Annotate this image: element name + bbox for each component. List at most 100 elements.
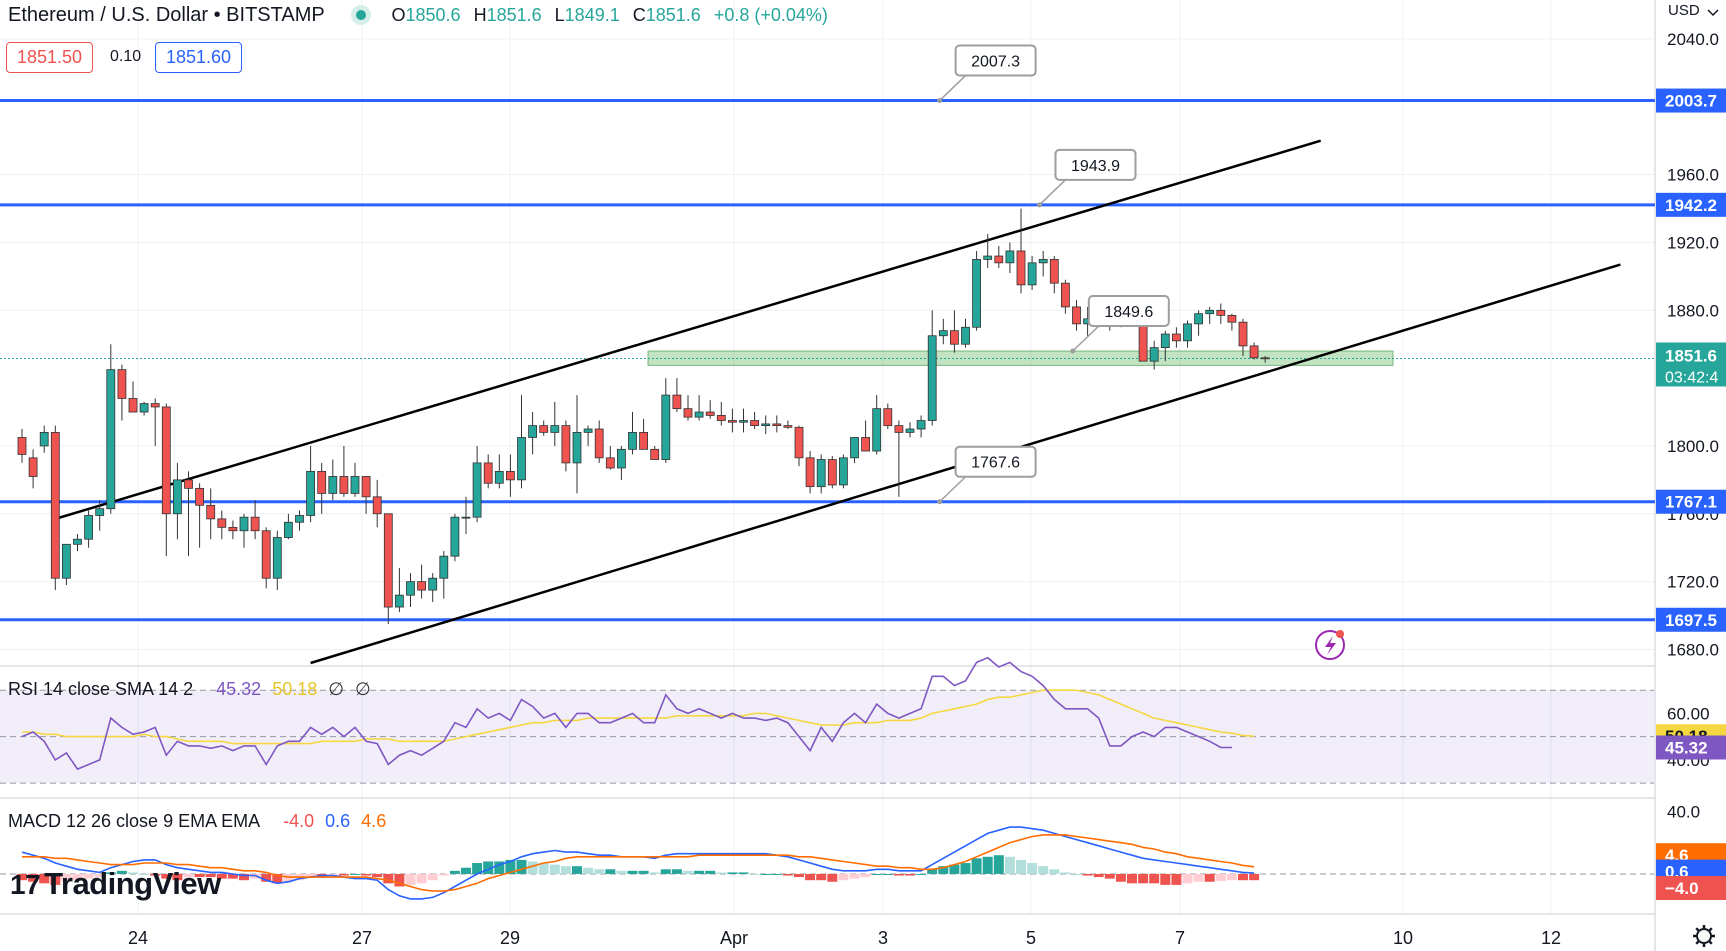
spread-value: 0.10 [110, 48, 142, 65]
candle [694, 395, 704, 421]
candle-body [550, 425, 560, 433]
candle [394, 568, 404, 613]
candle [1260, 356, 1270, 363]
macd-histogram-bar [671, 869, 682, 874]
macd-histogram-bar [1093, 873, 1104, 878]
candle [428, 573, 438, 602]
lightning-alert-icon [1315, 630, 1345, 660]
symbol-title[interactable]: Ethereum / U.S. Dollar • BITSTAMP [8, 4, 325, 26]
candle [406, 573, 415, 608]
candle [983, 234, 993, 268]
candle [539, 420, 549, 436]
price-level-tag-text: 1697.5 [1665, 611, 1717, 630]
macd-histogram-bar [982, 856, 993, 874]
candle-body [206, 504, 216, 520]
macd-histogram-bar [905, 873, 915, 876]
candle-body [1194, 313, 1203, 325]
macd-histogram-bar [1082, 873, 1093, 876]
candle-body [84, 515, 93, 540]
candle [1172, 327, 1181, 348]
candle [1005, 242, 1015, 273]
candle-body [406, 581, 415, 596]
candle [150, 398, 160, 446]
macd-histogram-bar [483, 861, 494, 874]
time-axis-label: 24 [128, 928, 148, 948]
price-level-tag-text: 2003.7 [1665, 92, 1717, 111]
macd-histogram-bar [128, 872, 138, 874]
macd-histogram-bar [527, 861, 538, 874]
candle [827, 456, 837, 489]
macd-histogram-bar [771, 873, 782, 875]
macd-histogram-bar [1138, 873, 1149, 884]
candle [1027, 256, 1037, 290]
price-axis-label: 1800.0 [1667, 437, 1719, 456]
candle [1227, 313, 1237, 331]
macd-histogram-bar [816, 873, 827, 881]
macd-histogram-bar [461, 867, 471, 874]
macd-histogram-bar [949, 864, 960, 874]
candle [195, 483, 205, 548]
candle-body [1149, 347, 1159, 362]
macd-histogram-bar [805, 873, 816, 881]
currency-selector[interactable]: USD [1668, 2, 1700, 19]
buy-price-button[interactable]: 1851.60 [155, 42, 243, 73]
candle [916, 415, 926, 438]
price-axis-label: 1960.0 [1667, 166, 1719, 185]
time-axis-label: 29 [500, 928, 520, 948]
macd-histogram-bar [39, 873, 50, 884]
macd-histogram-bar [161, 873, 172, 879]
macd-histogram-bar [705, 870, 716, 874]
market-status-icon[interactable] [355, 9, 366, 20]
callout-pointer [939, 476, 967, 503]
candle-body [927, 335, 937, 421]
time-axis-label: 3 [878, 928, 888, 948]
candle-body [283, 521, 293, 538]
candle [894, 420, 904, 497]
macd-histogram-bar [239, 873, 249, 881]
macd-hist-tag-text: −4.0 [1665, 879, 1699, 898]
candle [783, 420, 793, 429]
candle [872, 395, 882, 455]
macd-histogram-bar [1071, 873, 1082, 875]
candle-body [117, 369, 127, 399]
candle-body [461, 516, 471, 519]
macd-histogram-bar [1193, 873, 1204, 882]
macd-histogram-bar [405, 873, 416, 885]
candle-body [195, 487, 205, 506]
price-axis-label: 1680.0 [1667, 640, 1719, 659]
macd-histogram-bar [338, 873, 349, 876]
macd-histogram-bar [627, 870, 638, 874]
macd-histogram-bar [61, 873, 72, 882]
tradingview-logo[interactable]: 17 TradingView [10, 866, 221, 901]
candle [306, 445, 316, 523]
macd-histogram-bar [616, 870, 627, 874]
sell-price-button[interactable]: 1851.50 [6, 42, 94, 73]
candle-body [483, 462, 493, 484]
candle-body [295, 515, 304, 523]
candle-body [228, 526, 238, 532]
candle-body [816, 459, 826, 488]
macd-histogram-bar [683, 870, 693, 874]
callout-box [1054, 148, 1137, 181]
candle-body [961, 326, 970, 345]
price-level-tag: 1697.5 [1656, 607, 1726, 632]
candle [28, 449, 38, 489]
macd-legend[interactable]: MACD 12 26 close 9 EMA EMA -4.0 0.6 4.6 [8, 811, 392, 832]
candle [728, 408, 737, 433]
macd-histogram-bar [28, 873, 39, 882]
rsi-legend[interactable]: RSI 14 close SMA 14 2 45.32 50.18 ∅ ∅ [8, 679, 377, 700]
time-axis-label: 12 [1541, 928, 1561, 948]
candle-body [594, 428, 604, 459]
macd-signal-line [22, 834, 1255, 892]
candle-body [972, 259, 981, 328]
candle [261, 527, 271, 589]
candle [117, 364, 127, 421]
candle [583, 425, 593, 446]
macd-histogram-bar [83, 873, 94, 879]
price-axis-label: 2040.0 [1667, 30, 1719, 49]
macd-histogram-bar [361, 873, 372, 876]
candle [839, 454, 848, 489]
candle-body [161, 406, 171, 515]
candle-body [1072, 306, 1081, 325]
